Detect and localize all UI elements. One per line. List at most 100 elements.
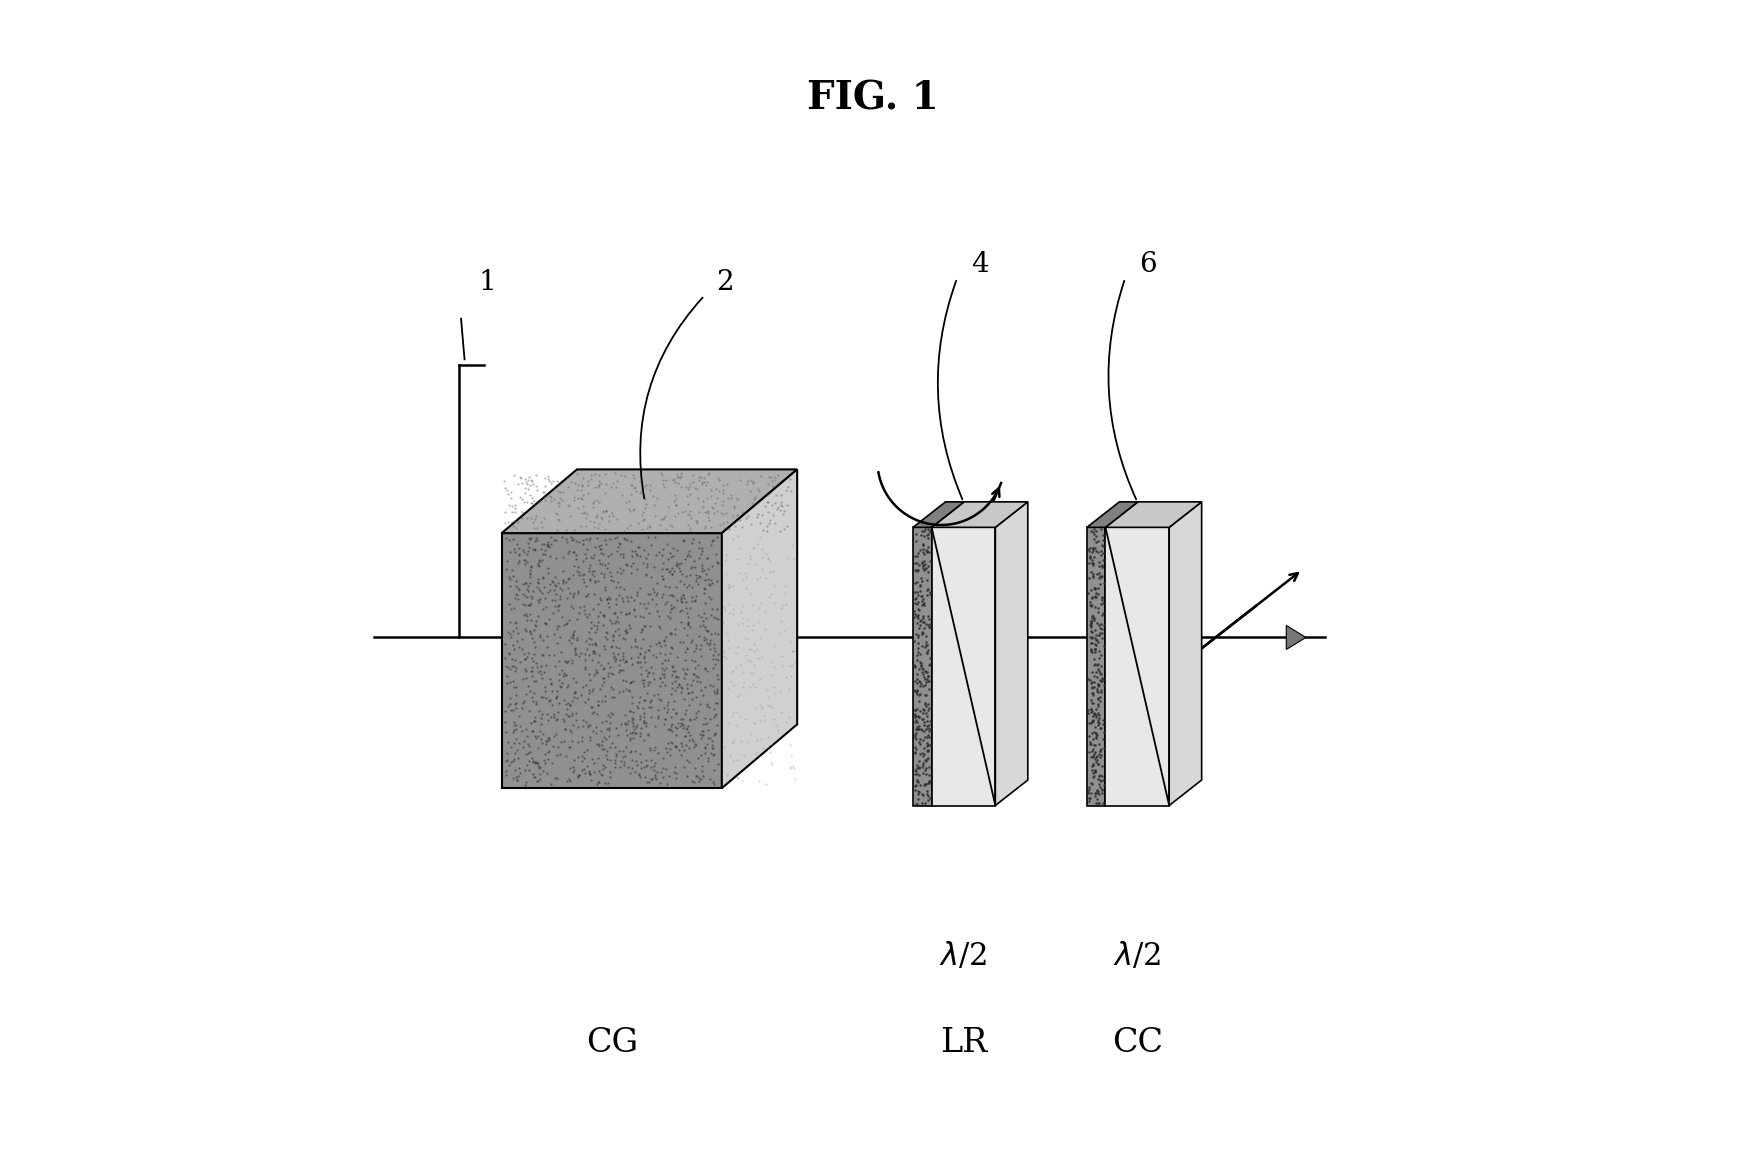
Point xyxy=(904,607,932,626)
Point xyxy=(557,759,585,778)
Point xyxy=(1084,680,1112,699)
Point xyxy=(656,625,684,643)
Point xyxy=(913,662,941,680)
Point xyxy=(700,607,728,626)
Point xyxy=(701,608,729,627)
Point xyxy=(681,664,708,683)
Point xyxy=(656,643,684,662)
Point xyxy=(1089,710,1117,729)
Point xyxy=(606,663,633,681)
Point xyxy=(909,709,937,728)
Point xyxy=(572,632,600,650)
Point xyxy=(597,637,625,656)
Point xyxy=(501,760,529,779)
Point xyxy=(536,581,564,599)
Point xyxy=(1082,724,1110,743)
Point xyxy=(914,726,942,744)
Point xyxy=(916,788,944,807)
Point xyxy=(696,770,724,788)
Point xyxy=(546,643,574,662)
Point xyxy=(1084,598,1112,617)
Point xyxy=(733,509,761,527)
Point xyxy=(539,646,567,664)
Point xyxy=(651,714,679,732)
Point xyxy=(689,630,717,649)
Point xyxy=(1084,656,1112,675)
Point xyxy=(555,707,583,726)
Point xyxy=(551,666,579,685)
Point xyxy=(757,752,785,771)
Point xyxy=(906,759,934,778)
Point xyxy=(675,710,703,729)
Point xyxy=(623,752,651,771)
Point xyxy=(506,706,534,724)
Point xyxy=(688,726,715,744)
Point xyxy=(1080,744,1108,763)
Point xyxy=(619,716,647,735)
Point xyxy=(564,488,592,506)
Point xyxy=(749,520,777,539)
Point xyxy=(1078,757,1106,775)
Point xyxy=(907,720,935,738)
Point xyxy=(654,650,682,669)
Point xyxy=(606,742,633,760)
Point xyxy=(588,766,616,785)
Point xyxy=(770,502,797,520)
Point xyxy=(524,753,551,772)
Point xyxy=(777,736,804,755)
Point xyxy=(661,671,689,690)
Point xyxy=(904,713,932,731)
Point xyxy=(590,669,618,687)
Point xyxy=(670,705,698,723)
Point xyxy=(754,695,782,714)
Point xyxy=(757,467,785,486)
Point xyxy=(571,759,599,778)
Point xyxy=(703,625,731,643)
Point xyxy=(546,586,574,605)
Point xyxy=(902,775,930,794)
Point xyxy=(696,511,724,530)
Point xyxy=(558,588,586,606)
Point xyxy=(665,675,693,693)
Point xyxy=(714,624,742,642)
Point xyxy=(726,685,754,704)
Point xyxy=(513,677,541,695)
Point xyxy=(532,731,560,750)
Point xyxy=(604,538,632,556)
Point xyxy=(674,722,701,741)
Point xyxy=(670,643,698,662)
Point xyxy=(602,613,630,632)
Point xyxy=(642,546,670,564)
Point xyxy=(907,592,935,611)
Point xyxy=(564,498,592,517)
Point xyxy=(675,710,703,729)
Point xyxy=(675,697,703,715)
Point xyxy=(700,634,728,653)
Point xyxy=(511,473,539,491)
Point xyxy=(907,596,935,614)
Point xyxy=(511,669,539,687)
Point xyxy=(604,620,632,639)
Point xyxy=(518,722,546,741)
Point xyxy=(504,538,532,556)
Point xyxy=(1085,785,1113,803)
Point xyxy=(665,559,693,577)
Point xyxy=(733,567,761,585)
Point xyxy=(504,474,532,493)
Point xyxy=(618,542,646,561)
Point xyxy=(913,586,941,605)
Point xyxy=(602,590,630,608)
Point xyxy=(749,547,777,566)
Point xyxy=(606,656,633,675)
Point xyxy=(537,573,565,591)
Point xyxy=(599,643,626,662)
Point xyxy=(756,743,784,761)
Point xyxy=(900,726,928,744)
Point xyxy=(770,622,797,641)
Point xyxy=(1082,748,1110,766)
Point xyxy=(675,541,703,560)
Point xyxy=(735,508,763,526)
Point xyxy=(907,571,935,590)
Point xyxy=(494,697,522,715)
Point xyxy=(703,599,731,618)
